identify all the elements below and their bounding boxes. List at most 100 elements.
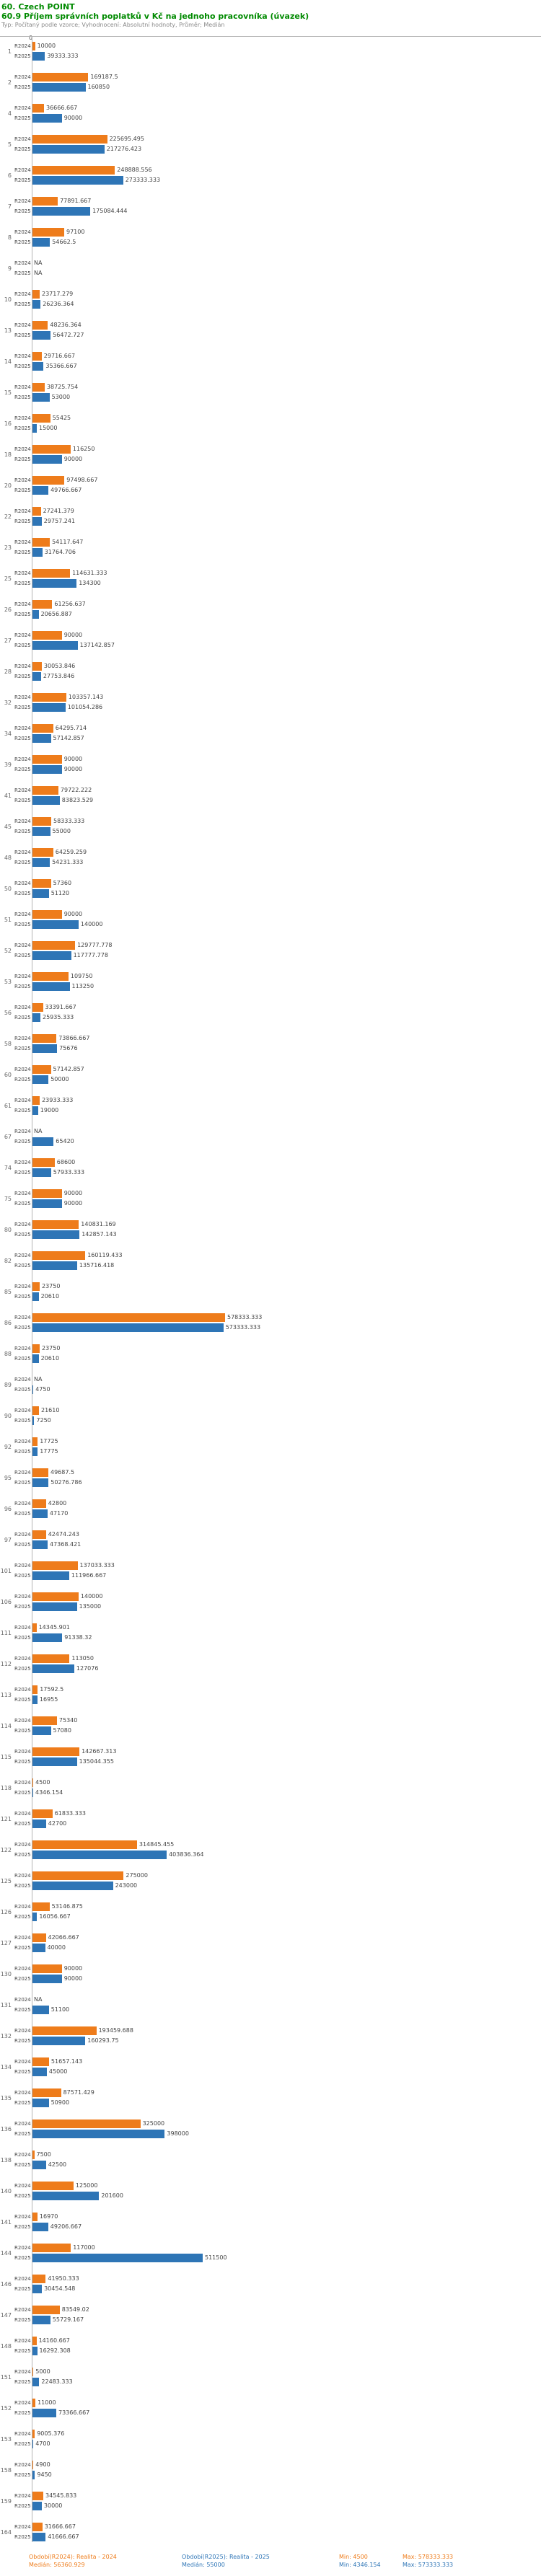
bar-value-r2025: 54662.5 bbox=[52, 239, 76, 245]
row-bars: R2024 4500 R2025 4346.154 bbox=[13, 1778, 541, 1798]
series-label-r2025: R2025 bbox=[14, 2471, 31, 2478]
series-label-r2024: R2024 bbox=[14, 1531, 31, 1538]
plot-area: 20656.887 bbox=[32, 609, 541, 619]
bar-r2024 bbox=[32, 444, 71, 454]
row-bars: R2024 83549.02 R2025 55729.167 bbox=[13, 2305, 541, 2325]
row-bars: R2024 140000 R2025 135000 bbox=[13, 1592, 541, 1612]
bar-line-r2024: R2024 9005.376 bbox=[13, 2429, 541, 2438]
plot-area: 27753.846 bbox=[32, 671, 541, 681]
row-rank: 146 bbox=[0, 2280, 12, 2288]
report-header: 60. Czech POINT 60.9 Příjem správních po… bbox=[0, 0, 541, 29]
bar-r2025 bbox=[32, 795, 60, 805]
bar-value-r2025: 49766.667 bbox=[50, 487, 82, 493]
plot-area: 29757.241 bbox=[32, 516, 541, 526]
bar-line-r2025: R2025 49206.667 bbox=[13, 2222, 541, 2231]
plot-area: 26236.364 bbox=[32, 299, 541, 309]
bar-value-r2025: 140000 bbox=[80, 921, 103, 927]
plot-area: 33391.667 bbox=[32, 1002, 541, 1012]
bar-r2024 bbox=[32, 1778, 34, 1787]
series-label-r2025: R2025 bbox=[14, 301, 31, 307]
series-label-r2024: R2024 bbox=[14, 942, 31, 948]
bar-value-r2024: 113050 bbox=[71, 1655, 94, 1662]
bar-r2024 bbox=[32, 537, 50, 547]
row-bars: R2024 248888.556 R2025 273333.333 bbox=[13, 165, 541, 185]
row-bars: R2024 14345.901 R2025 91338.32 bbox=[13, 1623, 541, 1643]
bar-r2024 bbox=[32, 754, 62, 764]
bar-line-r2024: R2024 79722.222 bbox=[13, 785, 541, 795]
row-rank: 50 bbox=[4, 885, 12, 892]
bar-value-r2025: 134300 bbox=[79, 580, 101, 586]
bar-r2024 bbox=[32, 1840, 137, 1849]
chart-row: 130 R2024 90000 R2025 90000 bbox=[0, 1964, 541, 1984]
bar-value-r2025: 90000 bbox=[63, 456, 83, 462]
series-label-r2024: R2024 bbox=[14, 198, 31, 204]
bar-r2025 bbox=[32, 1757, 77, 1766]
plot-area: 87571.429 bbox=[32, 2088, 541, 2097]
series-label-r2024: R2024 bbox=[14, 260, 31, 266]
plot-area: 511500 bbox=[32, 2253, 541, 2262]
plot-area: 127076 bbox=[32, 1664, 541, 1673]
bar-r2025 bbox=[32, 1664, 74, 1673]
chart-row: 41 R2024 79722.222 R2025 83823.529 bbox=[0, 785, 541, 806]
row-bars: R2024 17592.5 R2025 16955 bbox=[13, 1685, 541, 1705]
row-bars: R2024 61256.637 R2025 20656.887 bbox=[13, 599, 541, 619]
plot-area: 77891.667 bbox=[32, 196, 541, 206]
row-rank: 127 bbox=[0, 1939, 12, 1946]
series-label-r2025: R2025 bbox=[14, 1107, 31, 1113]
series-label-r2024: R2024 bbox=[14, 2275, 31, 2282]
row-bars: R2024 33391.667 R2025 25935.333 bbox=[13, 1002, 541, 1023]
bar-r2025 bbox=[32, 919, 79, 929]
series-label-r2024: R2024 bbox=[14, 1128, 31, 1134]
bar-value-r2024: 51657.143 bbox=[50, 2058, 83, 2065]
row-bars: R2024 129777.778 R2025 117777.778 bbox=[13, 940, 541, 961]
chart-row: 125 R2024 275000 R2025 243000 bbox=[0, 1871, 541, 1891]
series-label-r2024: R2024 bbox=[14, 2461, 31, 2468]
bar-line-r2024: R2024 16970 bbox=[13, 2212, 541, 2221]
series-label-r2024: R2024 bbox=[14, 1097, 31, 1103]
bar-value-r2024: 27241.379 bbox=[43, 508, 74, 514]
chart-row: 26 R2024 61256.637 R2025 20656.887 bbox=[0, 599, 541, 619]
row-bars: R2024 42474.243 R2025 47368.421 bbox=[13, 1530, 541, 1550]
chart-row: 27 R2024 90000 R2025 137142.857 bbox=[0, 630, 541, 650]
bar-r2024 bbox=[32, 2274, 46, 2283]
chart-row: 92 R2024 17725 R2025 17775 bbox=[0, 1437, 541, 1457]
plot-area: 14345.901 bbox=[32, 1623, 541, 1632]
bar-r2024 bbox=[32, 1437, 38, 1446]
bar-line-r2025: R2025 4700 bbox=[13, 2439, 541, 2448]
row-bars: R2024 42066.667 R2025 40000 bbox=[13, 1933, 541, 1953]
chart-row: 114 R2024 75340 R2025 57080 bbox=[0, 1716, 541, 1736]
series-label-r2025: R2025 bbox=[14, 1045, 31, 1051]
bar-r2025 bbox=[32, 888, 49, 898]
bar-line-r2025: R2025 4346.154 bbox=[13, 1788, 541, 1797]
series-label-r2025: R2025 bbox=[14, 1851, 31, 1858]
bar-r2025 bbox=[32, 1788, 33, 1797]
bar-value-r2025: 55729.167 bbox=[52, 2316, 84, 2323]
bar-value-r2024: 23717.279 bbox=[42, 291, 74, 297]
bar-r2025 bbox=[32, 1943, 45, 1952]
bar-value-r2024: 117000 bbox=[73, 2244, 95, 2251]
plot-area: 42800 bbox=[32, 1499, 541, 1508]
bar-r2024 bbox=[32, 2212, 38, 2221]
bar-r2024 bbox=[32, 1313, 225, 1322]
bar-value-r2025: 7250 bbox=[36, 1417, 51, 1424]
bar-r2025 bbox=[32, 547, 43, 557]
series-label-r2025: R2025 bbox=[14, 2006, 31, 2013]
bar-line-r2024: R2024 23750 bbox=[13, 1282, 541, 1291]
series-label-r2024: R2024 bbox=[14, 1903, 31, 1910]
plot-area: 25935.333 bbox=[32, 1013, 541, 1022]
bar-line-r2025: R2025 57142.857 bbox=[13, 733, 541, 743]
row-rank: 132 bbox=[0, 2032, 12, 2039]
plot-area: 27241.379 bbox=[32, 506, 541, 516]
chart-row: 1 R2024 10000 R2025 39333.333 bbox=[0, 41, 541, 61]
chart-row: 45 R2024 58333.333 R2025 55000 bbox=[0, 816, 541, 837]
plot-area: 20610 bbox=[32, 1354, 541, 1363]
bar-r2025 bbox=[32, 2253, 203, 2262]
chart-row: 13 R2024 48236.364 R2025 56472.727 bbox=[0, 320, 541, 340]
bar-line-r2025: R2025 39333.333 bbox=[13, 51, 541, 61]
row-bars: R2024 58333.333 R2025 55000 bbox=[13, 816, 541, 837]
plot-area: 50000 bbox=[32, 1075, 541, 1084]
bar-r2024 bbox=[32, 1095, 40, 1105]
bar-r2025 bbox=[32, 237, 50, 247]
series-label-r2024: R2024 bbox=[14, 1035, 31, 1041]
bar-r2024 bbox=[32, 723, 53, 733]
